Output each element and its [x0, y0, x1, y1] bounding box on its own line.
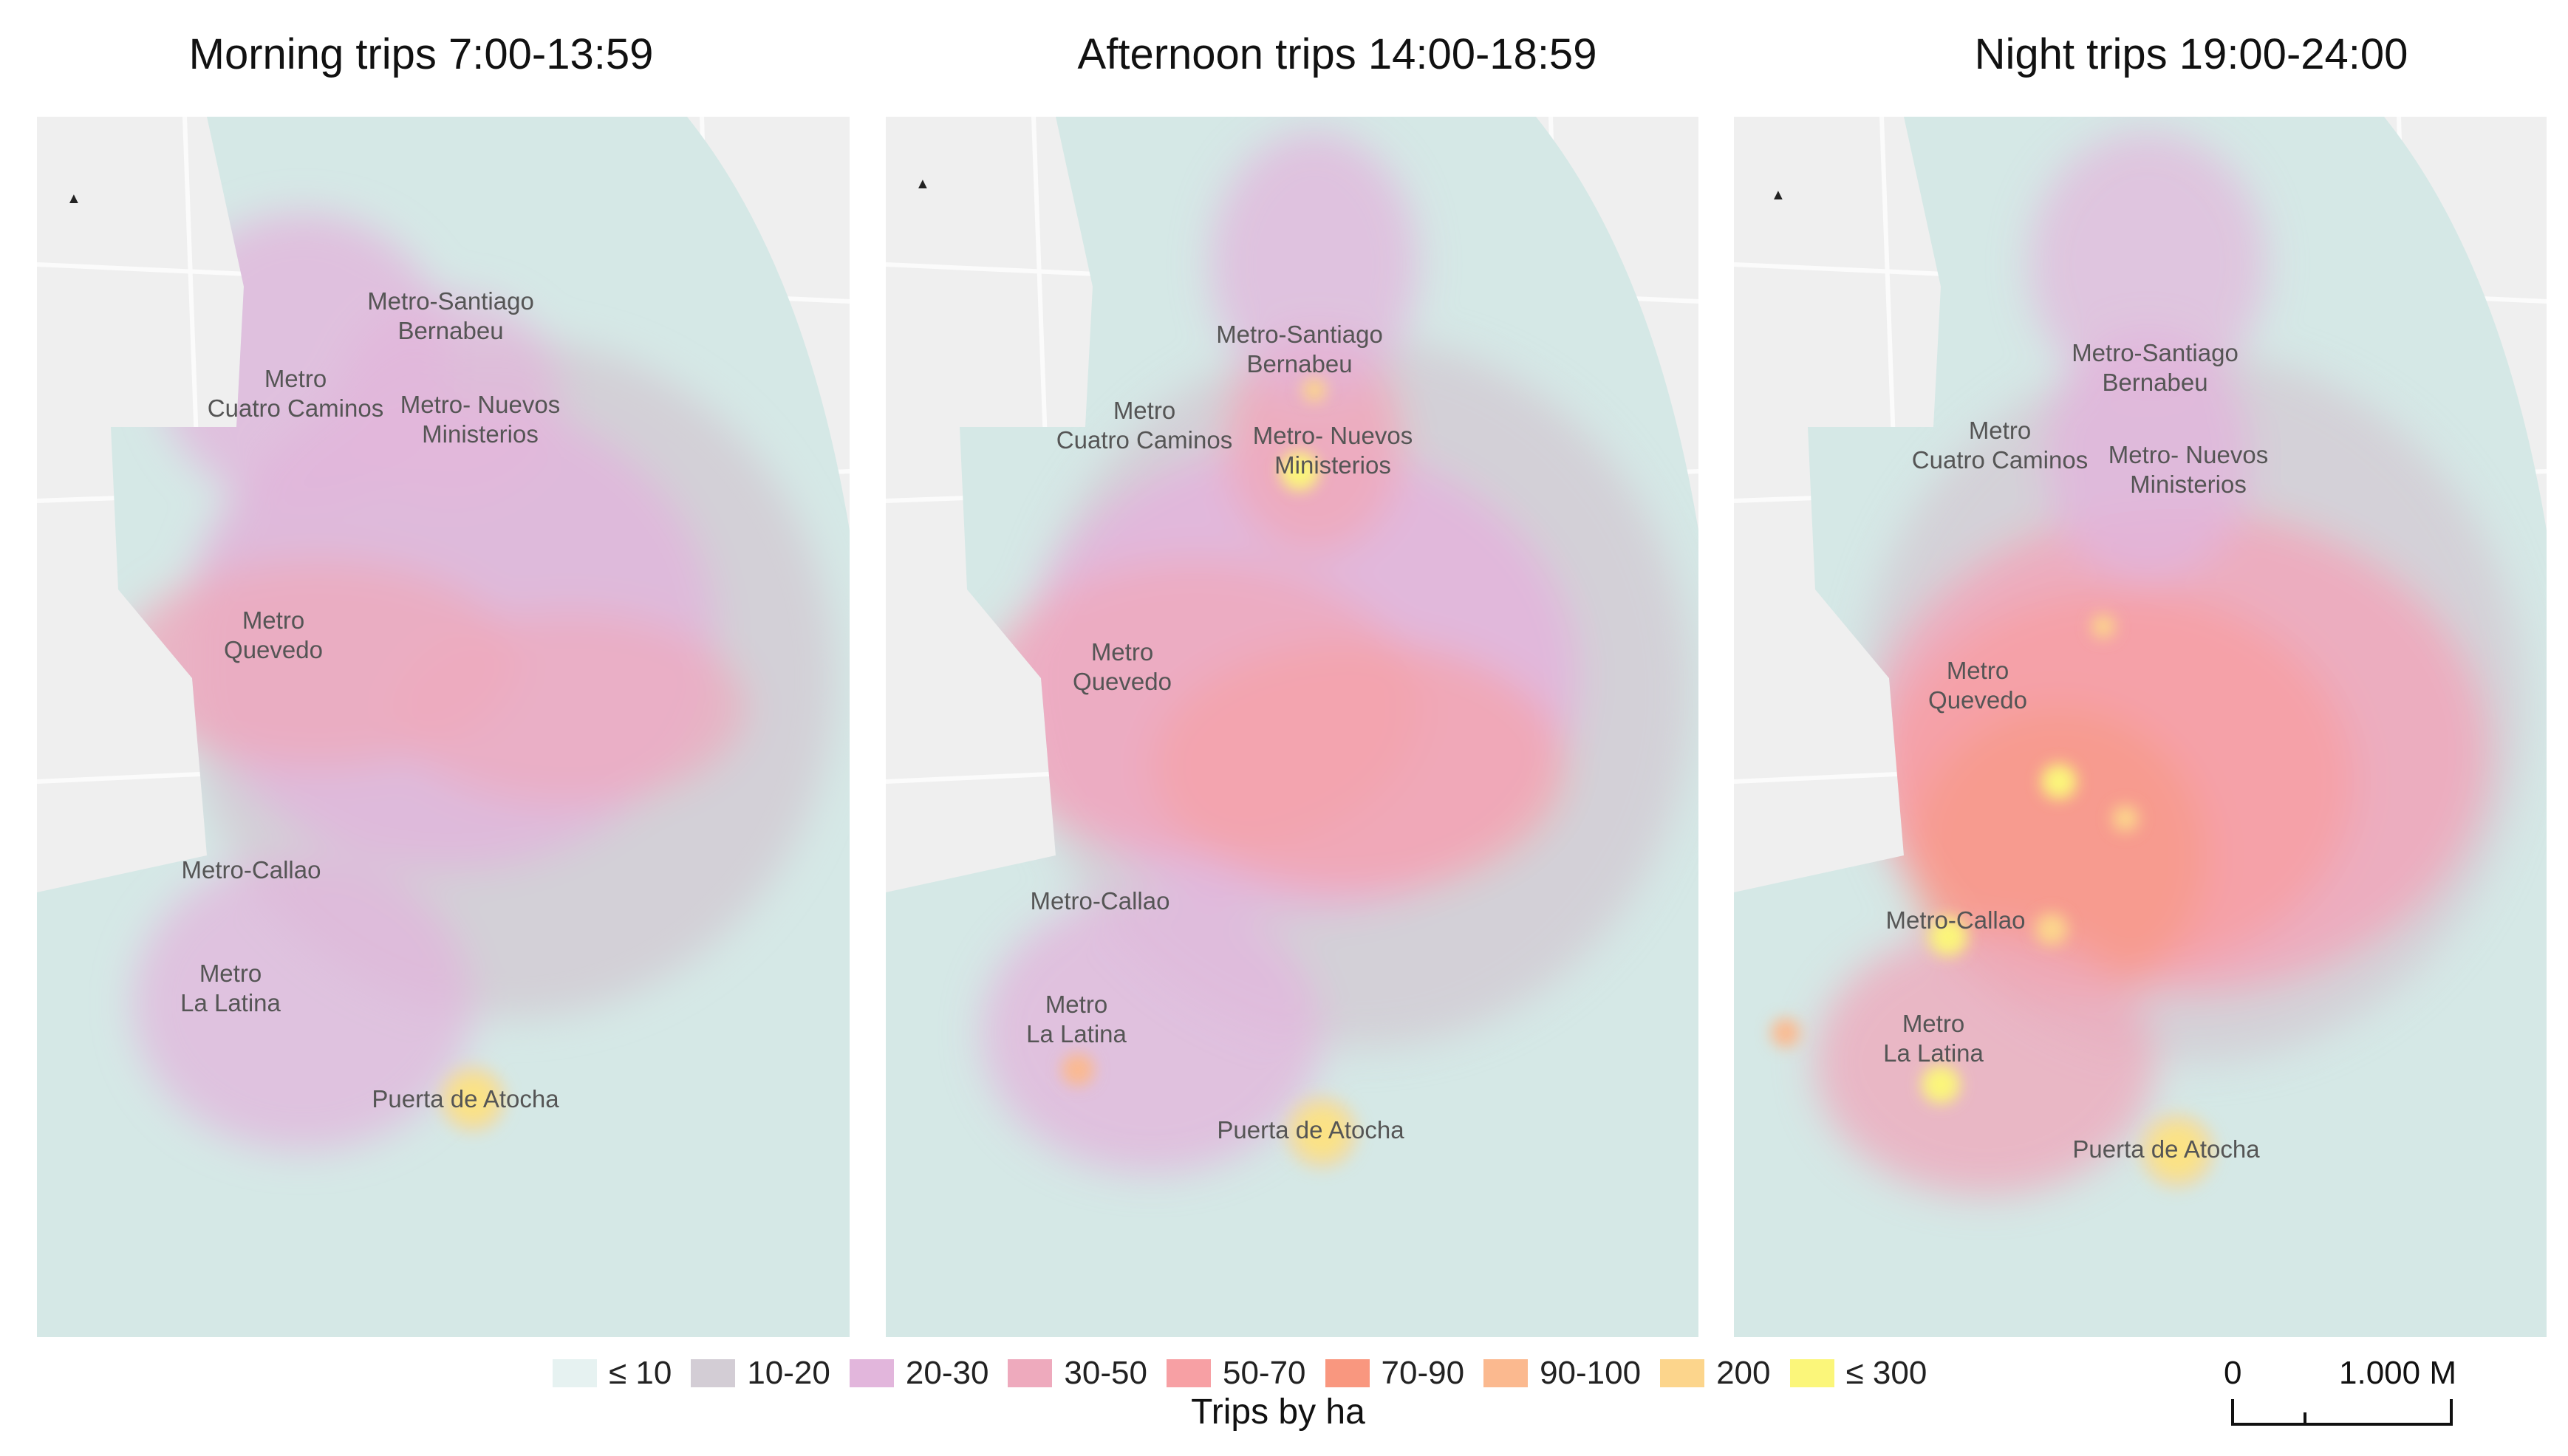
- scale-bar: 0 1.000 M: [2224, 1355, 2460, 1436]
- label-quevedo: Metro Quevedo: [1073, 638, 1172, 695]
- legend-swatch: [1789, 1359, 1834, 1387]
- legend-item: 50-70: [1166, 1355, 1306, 1392]
- legend-label: ≤ 300: [1845, 1355, 1927, 1391]
- north-arrow-icon: ▲: [1771, 187, 1786, 203]
- legend-label: ≤ 10: [609, 1355, 672, 1391]
- label-cuatro-caminos: Metro Cuatro Caminos: [207, 365, 384, 422]
- label-quevedo: Metro Quevedo: [224, 606, 323, 663]
- legend-item: 30-50: [1008, 1355, 1147, 1392]
- legend-label: 90-100: [1540, 1355, 1642, 1391]
- label-puerta-de-atocha: Puerta de Atocha: [2072, 1135, 2260, 1163]
- north-arrow-icon: ▲: [66, 191, 81, 207]
- legend-label: 70-90: [1381, 1355, 1465, 1391]
- heatmap-night: [1734, 117, 2547, 1337]
- map-panel-afternoon[interactable]: ▲ Metro-Santiago Bernabeu Metro Cuatro C…: [886, 117, 1698, 1337]
- label-la-latina: Metro La Latina: [1883, 1010, 1984, 1067]
- panel-title-night: Night trips 19:00-24:00: [1974, 30, 2408, 78]
- label-callao: Metro-Callao: [1885, 906, 2026, 934]
- legend-swatch: [849, 1359, 894, 1387]
- label-la-latina: Metro La Latina: [1026, 991, 1127, 1047]
- legend-swatch: [1166, 1359, 1211, 1387]
- scale-end-label: 1.000 M: [2339, 1355, 2456, 1391]
- label-santiago-bernabeu: Metro-Santiago Bernabeu: [1216, 321, 1383, 377]
- legend-item: ≤ 300: [1789, 1355, 1927, 1392]
- map-panel-night[interactable]: ▲ Metro-Santiago Bernabeu Metro Cuatro C…: [1734, 117, 2547, 1337]
- scale-start-label: 0: [2224, 1355, 2242, 1391]
- label-santiago-bernabeu: Metro-Santiago Bernabeu: [2072, 339, 2239, 396]
- label-santiago-bernabeu: Metro-Santiago Bernabeu: [367, 287, 534, 344]
- label-nuevos-ministerios: Metro- Nuevos Ministerios: [2108, 441, 2269, 498]
- map-panel-morning[interactable]: ▲ Metro-Santiago Bernabeu Metro Cuatro C…: [37, 117, 850, 1337]
- legend-label: 50-70: [1222, 1355, 1306, 1391]
- density-layer: [974, 131, 1691, 1173]
- legend-swatch: [691, 1359, 736, 1387]
- label-nuevos-ministerios: Metro- Nuevos Ministerios: [1252, 422, 1413, 479]
- legend-label: 200: [1716, 1355, 1771, 1391]
- legend-label: 20-30: [905, 1355, 989, 1391]
- label-nuevos-ministerios: Metro- Nuevos Ministerios: [400, 391, 561, 448]
- legend-item: ≤ 10: [553, 1355, 672, 1392]
- panel-title-morning: Morning trips 7:00-13:59: [188, 30, 654, 78]
- legend-label: 30-50: [1064, 1355, 1147, 1391]
- legend-item: 20-30: [849, 1355, 989, 1392]
- legend-item: 200: [1660, 1355, 1771, 1392]
- heatmap-morning: [37, 117, 850, 1337]
- legend-label: 10-20: [747, 1355, 830, 1391]
- label-puerta-de-atocha: Puerta de Atocha: [372, 1085, 559, 1112]
- legend-item: 10-20: [691, 1355, 830, 1392]
- label-quevedo: Metro Quevedo: [1928, 657, 2027, 714]
- label-puerta-de-atocha: Puerta de Atocha: [1217, 1116, 1404, 1144]
- legend-swatch: [1660, 1359, 1705, 1387]
- label-callao: Metro-Callao: [1030, 887, 1170, 915]
- legend-item: 90-100: [1483, 1355, 1641, 1392]
- heatmap-afternoon: [886, 117, 1698, 1337]
- label-callao: Metro-Callao: [181, 856, 321, 883]
- label-cuatro-caminos: Metro Cuatro Caminos: [1911, 417, 2089, 474]
- north-arrow-icon: ▲: [915, 176, 930, 192]
- legend-swatch: [1008, 1359, 1053, 1387]
- legend-title: Trips by ha: [1191, 1392, 1365, 1432]
- legend-item: 70-90: [1325, 1355, 1465, 1392]
- legend: ≤ 10 10-20 20-30 30-50 50-70 70-90 90-100 200 ≤ …: [553, 1355, 1946, 1392]
- label-la-latina: Metro La Latina: [180, 960, 281, 1016]
- label-cuatro-caminos: Metro Cuatro Caminos: [1056, 397, 1233, 454]
- legend-swatch: [553, 1359, 597, 1387]
- scale-bar-line: [2231, 1399, 2453, 1426]
- legend-swatch: [1325, 1359, 1370, 1387]
- legend-swatch: [1483, 1359, 1529, 1387]
- panel-title-afternoon: Afternoon trips 14:00-18:59: [1077, 30, 1597, 78]
- density-layer: [1771, 131, 2524, 1195]
